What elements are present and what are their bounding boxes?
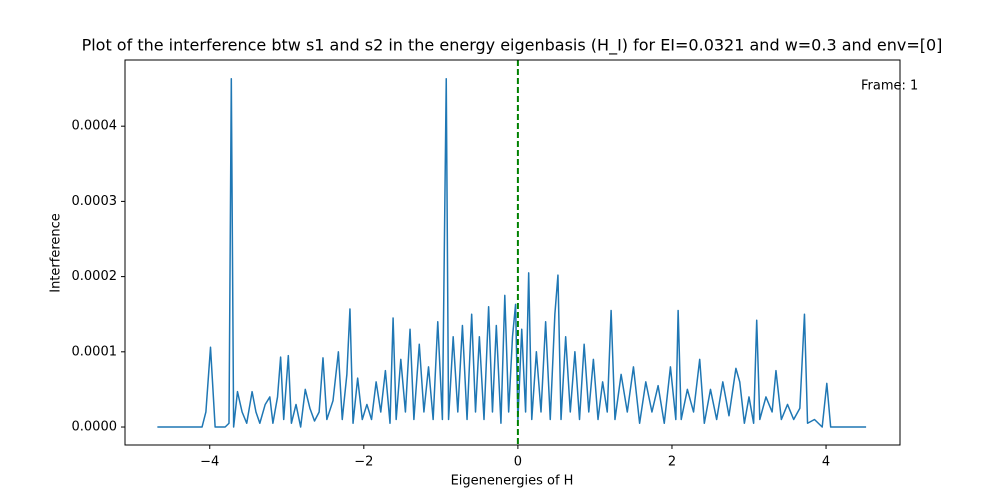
y-axis-label: Interference	[49, 213, 64, 293]
x-tick-label: 4	[822, 455, 830, 470]
y-tick-label: 0.0000	[72, 420, 118, 435]
y-tick-label: 0.0001	[72, 344, 118, 359]
frame-annotation: Frame: 1	[861, 79, 918, 94]
plot-frame	[124, 59, 901, 446]
x-tick-label: −2	[354, 455, 373, 470]
x-axis-label: Eigenenergies of H	[451, 474, 574, 489]
y-tick-label: 0.0003	[72, 194, 118, 209]
x-tick-label: 0	[514, 455, 522, 470]
x-tick-label: 2	[668, 455, 676, 470]
chart-title: Plot of the interference btw s1 and s2 i…	[82, 36, 943, 56]
y-tick-label: 0.0002	[72, 269, 118, 284]
x-tick-label: −4	[200, 455, 219, 470]
data-line	[157, 78, 867, 428]
y-tick-label: 0.0004	[72, 119, 118, 134]
